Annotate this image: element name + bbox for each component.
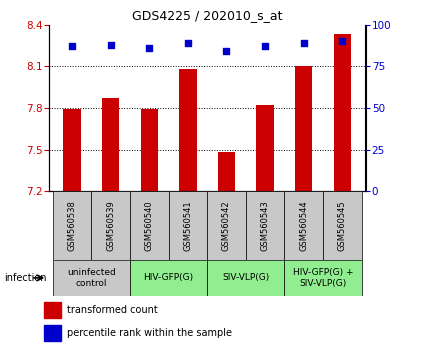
Bar <box>63 109 81 191</box>
Text: GSM560539: GSM560539 <box>106 200 115 251</box>
Text: HIV-GFP(G): HIV-GFP(G) <box>144 273 194 282</box>
Bar <box>284 260 362 296</box>
Bar <box>284 191 323 260</box>
Point <box>262 44 269 49</box>
Bar <box>44 302 61 318</box>
Point <box>184 40 191 46</box>
Bar <box>256 105 274 191</box>
Bar <box>102 98 119 191</box>
Point <box>223 48 230 54</box>
Text: GSM560545: GSM560545 <box>338 200 347 251</box>
Bar <box>334 34 351 191</box>
Bar <box>91 191 130 260</box>
Bar <box>246 191 284 260</box>
Title: GDS4225 / 202010_s_at: GDS4225 / 202010_s_at <box>132 9 283 22</box>
Text: GSM560544: GSM560544 <box>299 200 308 251</box>
Bar <box>130 260 207 296</box>
Text: transformed count: transformed count <box>67 305 157 315</box>
Text: SIV-VLP(G): SIV-VLP(G) <box>222 273 269 282</box>
Text: GSM560542: GSM560542 <box>222 200 231 251</box>
Point <box>339 39 346 44</box>
Bar <box>169 191 207 260</box>
Text: HIV-GFP(G) +
SIV-VLP(G): HIV-GFP(G) + SIV-VLP(G) <box>293 268 353 287</box>
Bar <box>44 325 61 341</box>
Text: GSM560538: GSM560538 <box>68 200 76 251</box>
Text: GSM560543: GSM560543 <box>261 200 269 251</box>
Bar <box>53 260 130 296</box>
Point <box>300 40 307 46</box>
Bar <box>207 260 284 296</box>
Bar <box>207 191 246 260</box>
Bar <box>323 191 362 260</box>
Bar <box>141 109 158 191</box>
Point <box>107 42 114 47</box>
Text: uninfected
control: uninfected control <box>67 268 116 287</box>
Text: percentile rank within the sample: percentile rank within the sample <box>67 328 232 338</box>
Point <box>146 45 153 51</box>
Text: GSM560540: GSM560540 <box>145 200 154 251</box>
Bar <box>179 69 197 191</box>
Point <box>69 44 76 49</box>
Bar <box>218 152 235 191</box>
Bar <box>130 191 169 260</box>
Text: infection: infection <box>4 273 47 283</box>
Bar <box>295 67 312 191</box>
Bar <box>53 191 91 260</box>
Text: GSM560541: GSM560541 <box>183 200 193 251</box>
